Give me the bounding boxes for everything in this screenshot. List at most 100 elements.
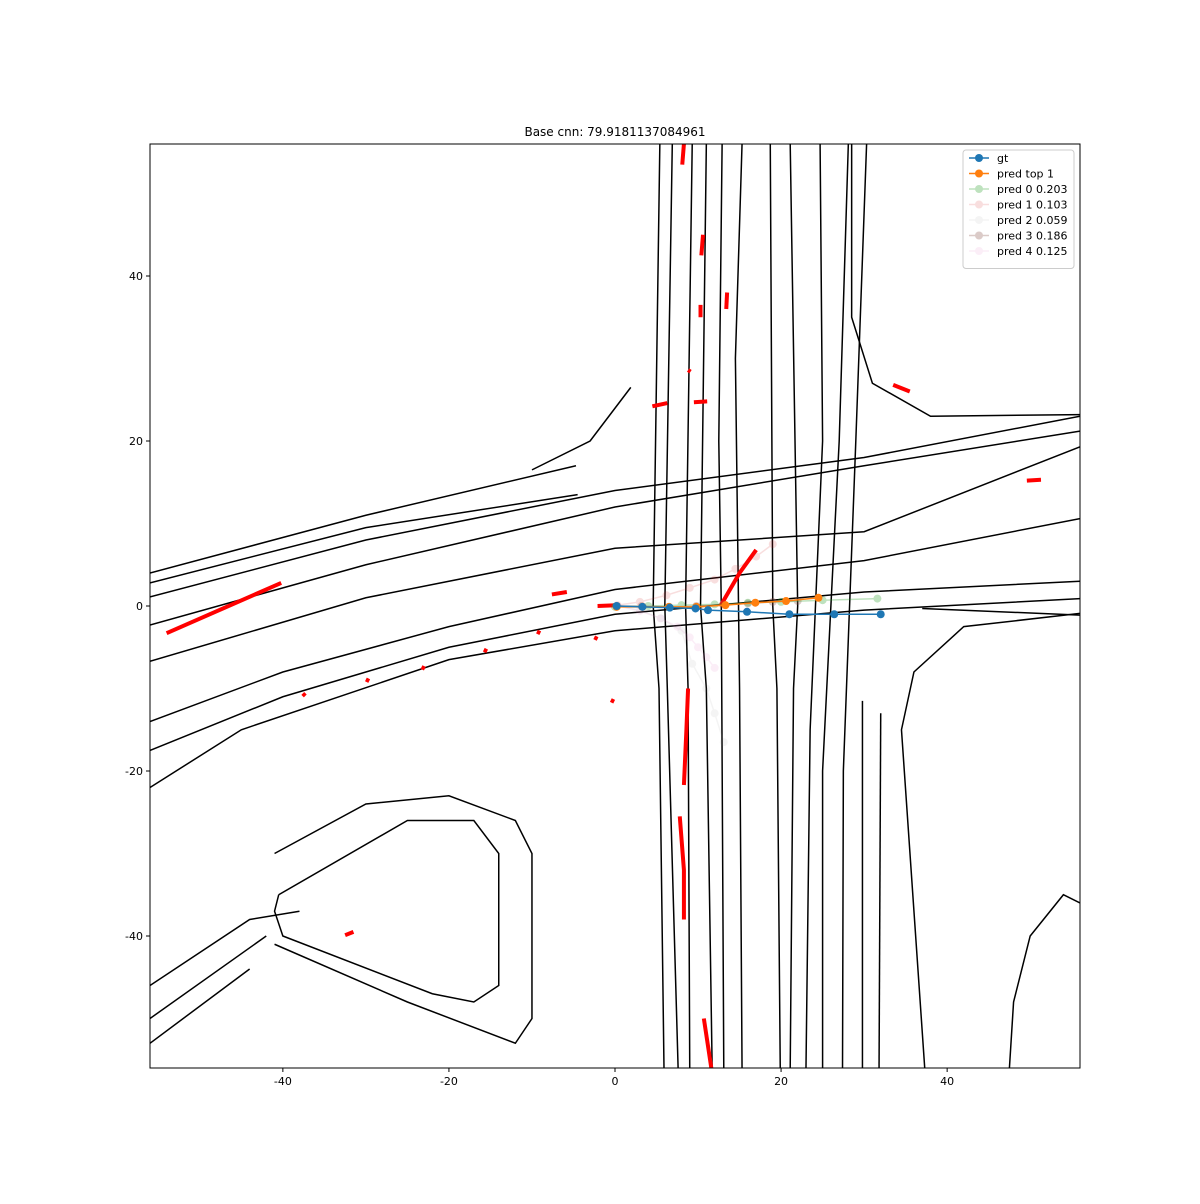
series-point bbox=[685, 583, 694, 592]
chart-title: Base cnn: 79.9181137084961 bbox=[524, 125, 705, 139]
legend-label: pred 4 0.125 bbox=[997, 245, 1068, 258]
series-point bbox=[710, 709, 719, 718]
series-point bbox=[656, 614, 665, 623]
road-marking bbox=[693, 399, 708, 405]
legend-item bbox=[969, 185, 989, 193]
lane-line bbox=[273, 819, 500, 1003]
series-point bbox=[710, 600, 719, 609]
lane-line bbox=[150, 465, 577, 574]
legend-label: pred top 1 bbox=[997, 168, 1054, 181]
series-point bbox=[830, 610, 839, 619]
series-point bbox=[719, 738, 728, 747]
lane-line bbox=[805, 144, 824, 1068]
legend-marker bbox=[975, 231, 983, 240]
series-point bbox=[752, 552, 761, 561]
road-marking bbox=[718, 548, 758, 608]
legend: gt pred top 1 pred 0 0.203 pred 1 0.103 pred… bbox=[962, 149, 1075, 269]
lane-line bbox=[274, 794, 533, 1045]
lane-line bbox=[652, 144, 665, 1068]
legend-label: pred 2 0.059 bbox=[997, 214, 1068, 227]
series-point bbox=[673, 622, 682, 631]
lane-line bbox=[150, 430, 1080, 626]
series-point bbox=[721, 601, 730, 610]
legend-marker bbox=[975, 185, 983, 193]
lane-line bbox=[150, 446, 1080, 662]
lane-line bbox=[789, 144, 799, 1068]
legend-item bbox=[969, 231, 989, 240]
series-line bbox=[617, 543, 774, 606]
series bbox=[613, 540, 777, 610]
lane-line bbox=[841, 144, 868, 1068]
lane-line bbox=[1008, 893, 1080, 1068]
road-marking bbox=[701, 1018, 714, 1068]
legend-marker bbox=[975, 200, 983, 209]
legend-marker bbox=[975, 216, 983, 224]
lane-line bbox=[150, 580, 1080, 752]
legend-marker bbox=[975, 154, 983, 162]
lane-line bbox=[878, 713, 882, 1068]
series-point bbox=[743, 607, 752, 616]
y-tick-label: 0 bbox=[136, 600, 143, 613]
lane-line bbox=[150, 910, 300, 987]
series-point bbox=[876, 610, 885, 619]
legend-label: pred 3 0.186 bbox=[997, 230, 1068, 243]
series-point bbox=[751, 598, 760, 607]
series-point bbox=[694, 643, 703, 652]
road-marking bbox=[651, 401, 668, 409]
series-point bbox=[702, 684, 711, 693]
series-point bbox=[677, 626, 686, 635]
legend-item bbox=[969, 169, 989, 178]
series-point bbox=[656, 614, 665, 623]
lane-line bbox=[900, 612, 1080, 1068]
y-tick-label: 20 bbox=[129, 435, 143, 448]
legend-item bbox=[969, 247, 989, 255]
lane-line bbox=[769, 144, 781, 1068]
lane-line bbox=[821, 144, 850, 1068]
legend-box bbox=[962, 149, 1075, 269]
road-marking bbox=[609, 698, 616, 704]
legend-marker bbox=[975, 247, 983, 255]
road-marking bbox=[1026, 477, 1042, 483]
series-point bbox=[873, 594, 882, 603]
series-point bbox=[665, 603, 674, 612]
lane-line bbox=[718, 144, 725, 1068]
lane-line bbox=[150, 517, 1080, 723]
road-marking bbox=[536, 629, 542, 636]
x-tick-label: 40 bbox=[940, 1075, 954, 1088]
legend-item bbox=[969, 216, 989, 224]
y-tick-label: 40 bbox=[129, 270, 143, 283]
road-marking bbox=[551, 590, 568, 597]
road-marking bbox=[681, 688, 691, 786]
lane-line bbox=[150, 415, 1080, 598]
x-tick-label: 20 bbox=[774, 1075, 788, 1088]
lane-line bbox=[922, 607, 1080, 616]
series bbox=[613, 602, 728, 747]
y-tick-label: -40 bbox=[125, 930, 143, 943]
y-tick-label: -20 bbox=[125, 765, 143, 778]
series-layer bbox=[611, 540, 885, 747]
x-tick-label: -20 bbox=[440, 1075, 458, 1088]
road-marking bbox=[680, 144, 686, 165]
road-marking bbox=[593, 635, 599, 641]
lane-line bbox=[150, 597, 1080, 789]
legend-label: pred 1 0.103 bbox=[997, 199, 1068, 212]
series-point bbox=[612, 602, 621, 610]
series bbox=[612, 602, 885, 619]
x-tick-label: 0 bbox=[612, 1075, 619, 1088]
series-point bbox=[785, 610, 794, 619]
series-point bbox=[814, 593, 823, 602]
road-marking bbox=[699, 234, 706, 256]
road-marking bbox=[365, 677, 371, 683]
series-line bbox=[617, 605, 716, 669]
road-marking bbox=[724, 292, 730, 310]
legend-label: pred 0 0.203 bbox=[997, 183, 1068, 196]
x-tick-label: -40 bbox=[274, 1075, 292, 1088]
series-point bbox=[710, 663, 719, 672]
lane-line bbox=[150, 935, 267, 1020]
series-point bbox=[685, 633, 694, 642]
lane-line bbox=[850, 144, 1080, 418]
road-marking bbox=[677, 816, 686, 920]
axes: -40 -20 0 20 40 -40 -20 0 20 40 bbox=[125, 270, 954, 1088]
series-point bbox=[688, 659, 697, 668]
